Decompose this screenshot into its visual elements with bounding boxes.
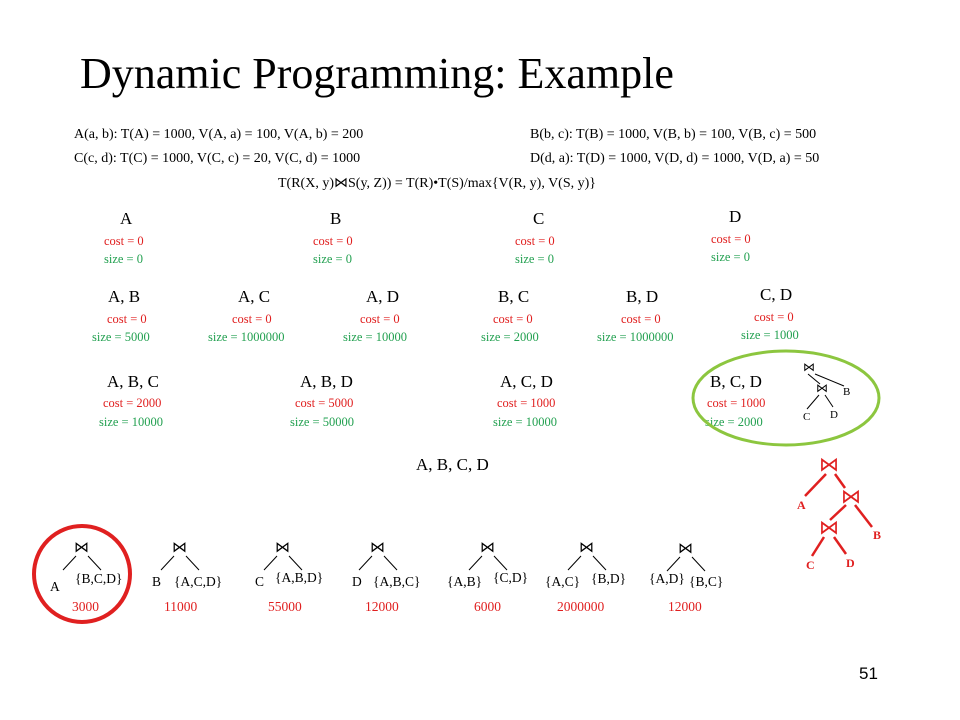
plan-right: {A,B,C} (373, 574, 421, 589)
single-size: size = 0 (313, 252, 352, 266)
join-icon: ⋈ (803, 360, 815, 374)
join-size-formula: T(R(X, y)⋈S(y, Z)) = T(R)•T(S)/max{V(R, … (278, 175, 596, 192)
plan-cost: 2000000 (557, 599, 605, 614)
page-number: 51 (859, 664, 878, 683)
triple-size: size = 10000 (493, 415, 557, 429)
plan-left: D (352, 574, 362, 589)
triple-cost: cost = 2000 (103, 396, 162, 410)
plan-left: {A,D} (649, 571, 685, 586)
final-tree-leaf-a: A (797, 498, 806, 512)
pair-cost: cost = 0 (754, 310, 794, 324)
plan-branch-lines (62, 555, 706, 572)
plan-cost: 6000 (474, 599, 501, 614)
plan-left: C (255, 574, 265, 589)
single-cost: cost = 0 (104, 234, 144, 248)
join-symbol: ⋈ (334, 176, 348, 191)
join-icon: ⋈ (841, 486, 861, 508)
pair-cost: cost = 0 (107, 312, 147, 326)
mini-tree-leaf-b: B (843, 386, 851, 398)
pair-size: size = 1000 (741, 328, 799, 342)
triple-name: A, B, C (107, 372, 159, 391)
single-size: size = 0 (104, 252, 143, 266)
formula-left: T(R(X, y) (278, 176, 334, 191)
stats-relation-d: D(d, a): T(D) = 1000, V(D, d) = 1000, V(… (530, 151, 820, 166)
triple-cost: cost = 5000 (295, 396, 354, 410)
join-icon: ⋈ (816, 381, 828, 395)
plan-cost: 11000 (164, 599, 198, 614)
join-icon: ⋈ (819, 517, 839, 539)
pair-size: size = 1000000 (597, 330, 674, 344)
pair-name: C, D (760, 285, 793, 304)
plan-left: {A,C} (545, 574, 581, 589)
join-icon: ⋈ (172, 540, 187, 556)
join-icon: ⋈ (275, 540, 290, 556)
pair-size: size = 5000 (92, 330, 150, 344)
join-icon: ⋈ (819, 454, 839, 476)
pair-size: size = 10000 (343, 330, 407, 344)
plan-left: A (50, 579, 60, 594)
slide-title: Dynamic Programming: Example (80, 49, 674, 98)
single-cost: cost = 0 (711, 232, 751, 246)
single-name: C (533, 209, 545, 228)
single-name: D (729, 207, 742, 226)
final-tree-lines (804, 473, 873, 557)
triple-cost: cost = 1000 (497, 396, 556, 410)
pair-cost: cost = 0 (621, 312, 661, 326)
triple-name: A, B, D (300, 372, 353, 391)
plan-right: {B,C,D} (75, 571, 123, 586)
plan-right: {C,D} (493, 570, 529, 585)
triple-size: size = 2000 (705, 415, 763, 429)
single-cost: cost = 0 (313, 234, 353, 248)
pair-size: size = 2000 (481, 330, 539, 344)
plan-left: {A,B} (447, 574, 483, 589)
join-icon: ⋈ (678, 541, 693, 557)
highlight-circle-red (32, 524, 132, 624)
single-name: B (330, 209, 342, 228)
plan-cost: 55000 (268, 599, 302, 614)
plan-left: B (152, 574, 162, 589)
stats-relation-c: C(c, d): T(C) = 1000, V(C, c) = 20, V(C,… (74, 151, 361, 166)
plan-right: {B,D} (591, 571, 627, 586)
plan-cost: 12000 (365, 599, 399, 614)
pair-name: A, C (238, 287, 271, 306)
single-name: A (120, 209, 133, 228)
plan-cost: 3000 (72, 599, 99, 614)
triple-size: size = 50000 (290, 415, 354, 429)
final-tree-leaf-b: B (873, 528, 882, 542)
single-size: size = 0 (711, 250, 750, 264)
triple-name: B, C, D (710, 372, 762, 391)
pair-cost: cost = 0 (360, 312, 400, 326)
plan-cost: 12000 (668, 599, 702, 614)
single-size: size = 0 (515, 252, 554, 266)
pair-name: B, D (626, 287, 659, 306)
pair-cost: cost = 0 (232, 312, 272, 326)
plan-right: {A,C,D} (174, 574, 223, 589)
final-tree-leaf-c: C (806, 558, 815, 572)
plan-right: {A,B,D} (275, 570, 324, 585)
pair-name: A, D (366, 287, 400, 306)
join-icon: ⋈ (579, 540, 594, 556)
pair-name: A, B (108, 287, 141, 306)
final-tree-leaf-d: D (846, 556, 855, 570)
join-icon: ⋈ (74, 540, 89, 556)
plan-right: {B,C} (689, 574, 724, 589)
triple-size: size = 10000 (99, 415, 163, 429)
stats-relation-a: A(a, b): T(A) = 1000, V(A, a) = 100, V(A… (74, 127, 364, 142)
final-set-label: A, B, C, D (416, 455, 489, 474)
highlight-circle-green (691, 349, 881, 447)
join-icon: ⋈ (480, 540, 495, 556)
single-cost: cost = 0 (515, 234, 555, 248)
join-icon: ⋈ (370, 540, 385, 556)
stats-relation-b: B(b, c): T(B) = 1000, V(B, b) = 100, V(B… (530, 127, 817, 142)
mini-tree-lines (806, 373, 845, 410)
pair-size: size = 1000000 (208, 330, 285, 344)
pair-cost: cost = 0 (493, 312, 533, 326)
triple-cost: cost = 1000 (707, 396, 766, 410)
mini-tree-leaf-d: D (830, 409, 838, 421)
formula-right: S(y, Z)) = T(R)•T(S)/max{V(R, y), V(S, y… (348, 176, 597, 191)
pair-name: B, C (498, 287, 530, 306)
triple-name: A, C, D (500, 372, 553, 391)
mini-tree-leaf-c: C (803, 411, 811, 423)
